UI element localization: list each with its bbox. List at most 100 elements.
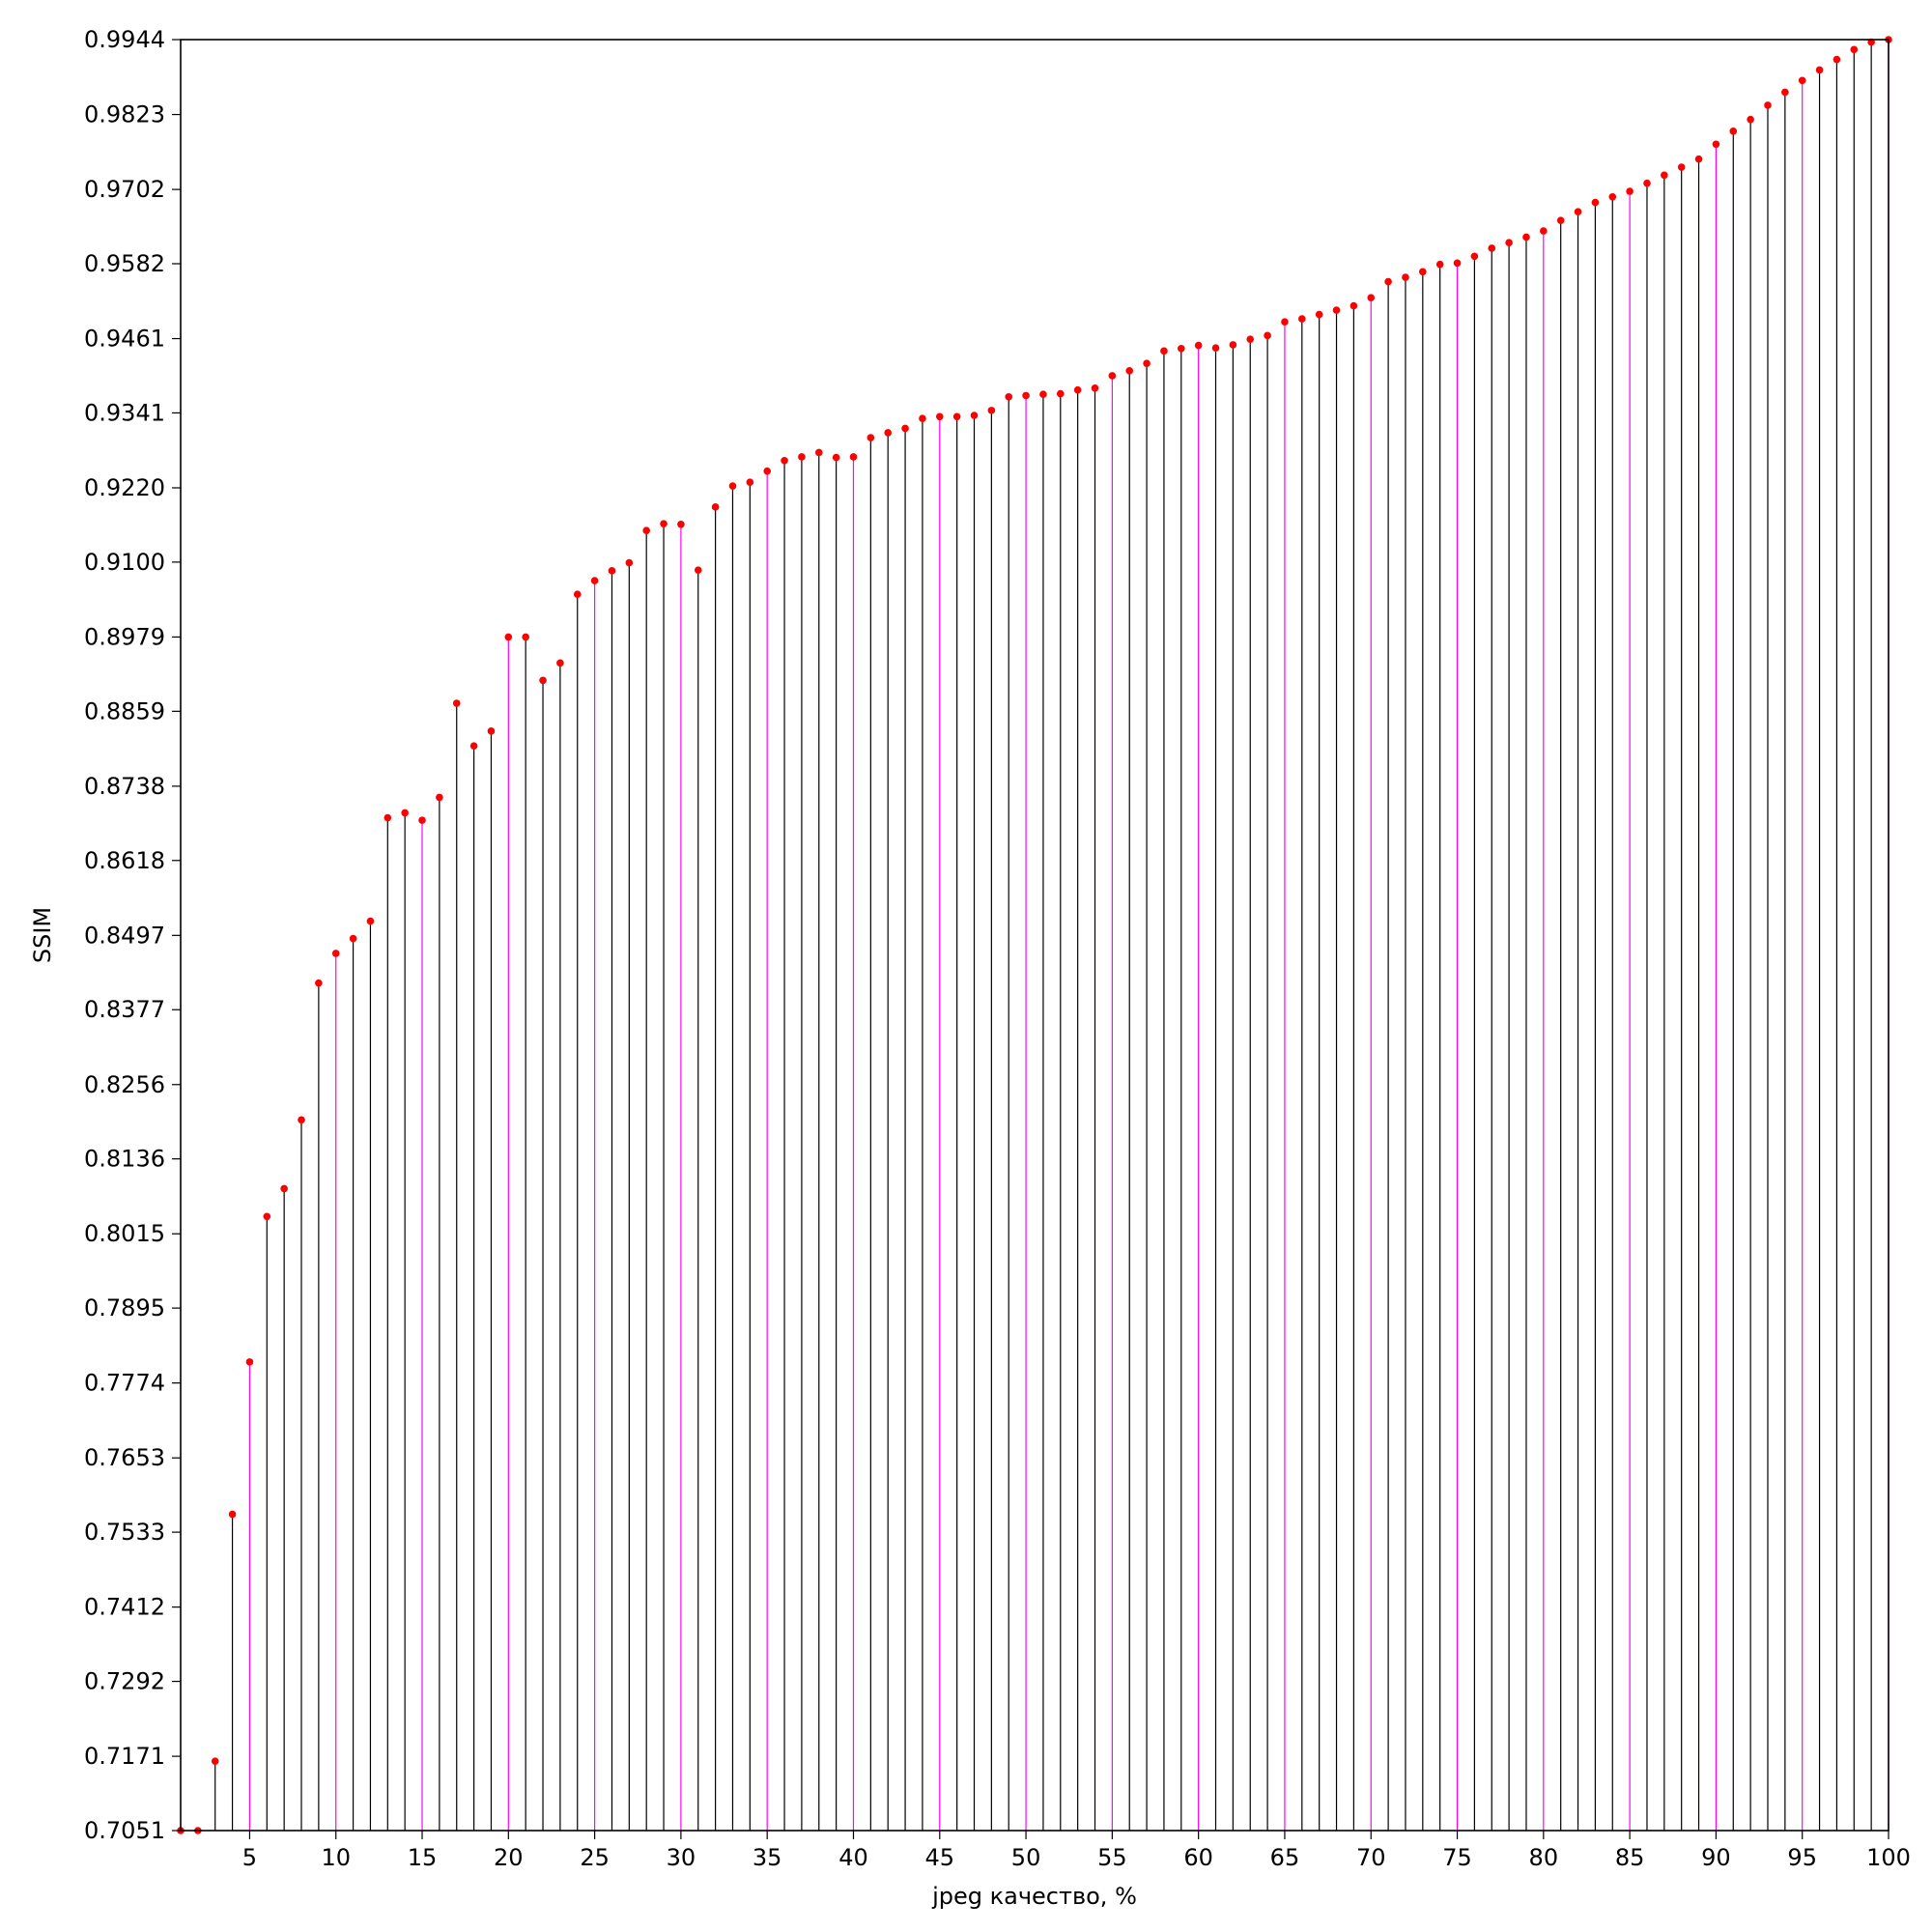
data-point	[1056, 389, 1065, 398]
data-point	[625, 558, 634, 567]
data-point	[1781, 88, 1789, 97]
y-tick-label: 0.9702	[84, 176, 165, 203]
y-axis-label: SSIM	[29, 907, 56, 963]
data-point	[711, 503, 720, 511]
x-tick-label: 50	[1011, 1844, 1041, 1871]
x-tick-label: 35	[753, 1844, 782, 1871]
data-point	[384, 813, 392, 822]
data-point	[349, 934, 357, 943]
data-point	[1125, 367, 1134, 375]
data-point	[919, 414, 926, 423]
data-point	[901, 424, 909, 433]
y-tick-label: 0.8497	[84, 922, 165, 949]
data-point	[436, 793, 443, 802]
data-point	[280, 1184, 288, 1193]
data-point	[781, 456, 788, 465]
data-point	[952, 412, 961, 421]
data-point	[366, 917, 375, 925]
data-point	[1764, 101, 1772, 109]
data-point	[1815, 66, 1824, 74]
data-point	[1108, 372, 1117, 380]
x-tick-label: 40	[838, 1844, 868, 1871]
data-point	[331, 950, 340, 957]
data-point	[814, 448, 823, 457]
y-tick-label: 0.8256	[84, 1071, 165, 1098]
data-point	[228, 1510, 237, 1519]
data-point	[1694, 155, 1703, 163]
y-axis-ticks: 0.7051 0.7171 0.7292 0.7412 0.7533 0.7653 0.77…	[84, 26, 181, 1844]
data-point	[867, 434, 875, 441]
data-point	[694, 566, 702, 575]
data-point	[504, 633, 513, 641]
x-tick-label: 95	[1787, 1844, 1817, 1871]
data-point	[1470, 252, 1479, 261]
y-tick-label: 0.7292	[84, 1668, 165, 1695]
data-point	[1315, 310, 1323, 319]
data-point	[677, 520, 685, 528]
data-point	[642, 526, 650, 534]
data-point	[556, 659, 564, 668]
stem-lines	[214, 40, 1889, 1831]
data-point	[590, 577, 599, 584]
y-tick-label: 0.8136	[84, 1146, 165, 1173]
data-point	[1522, 233, 1530, 242]
data-point	[1229, 341, 1237, 349]
data-point	[1729, 128, 1738, 135]
x-tick-label: 100	[1866, 1844, 1911, 1871]
data-point	[298, 1116, 305, 1124]
data-point	[263, 1212, 271, 1221]
data-markers	[177, 36, 1892, 1834]
data-point	[1281, 318, 1289, 327]
data-point	[1643, 179, 1651, 187]
data-point	[418, 816, 426, 824]
y-tick-label: 0.9582	[84, 250, 165, 277]
data-point	[1039, 390, 1047, 399]
x-axis-ticks: 5 10 15 20 25 30 35 40 45 50 55 60 65 70 75 80 85 90 95 100	[242, 1831, 1911, 1871]
data-point	[1073, 385, 1082, 394]
x-tick-label: 30	[667, 1844, 696, 1871]
y-tick-label: 0.7774	[84, 1370, 165, 1397]
data-point	[573, 590, 582, 599]
x-axis-label: jpeg качество, %	[931, 1883, 1137, 1910]
data-point	[1591, 198, 1600, 207]
data-point	[1453, 259, 1462, 268]
data-point	[1246, 335, 1255, 343]
data-point	[849, 453, 858, 461]
y-tick-label: 0.8015	[84, 1220, 165, 1247]
data-point	[1712, 140, 1720, 149]
data-point	[452, 699, 461, 707]
x-tick-label: 10	[321, 1844, 351, 1871]
data-point	[245, 1358, 254, 1366]
data-point	[469, 742, 478, 751]
y-tick-label: 0.9944	[84, 26, 165, 53]
y-tick-label: 0.8377	[84, 996, 165, 1023]
y-tick-label: 0.7533	[84, 1519, 165, 1546]
data-point	[1005, 392, 1013, 401]
y-tick-label: 0.7051	[84, 1817, 165, 1844]
plot-frame	[180, 39, 1889, 1832]
data-point	[660, 520, 668, 527]
data-point	[832, 453, 840, 462]
x-tick-label: 20	[494, 1844, 524, 1871]
data-point	[1833, 55, 1841, 64]
x-tick-label: 85	[1615, 1844, 1645, 1871]
data-point	[315, 979, 323, 987]
data-point	[746, 478, 754, 487]
data-point	[1022, 391, 1030, 400]
data-point	[1091, 384, 1099, 392]
x-tick-label: 55	[1097, 1844, 1127, 1871]
data-point	[1211, 344, 1220, 352]
data-point	[211, 1757, 219, 1766]
x-tick-label: 75	[1442, 1844, 1472, 1871]
data-point	[1177, 344, 1185, 353]
data-point	[1332, 306, 1341, 314]
data-point	[987, 407, 996, 414]
data-point	[1194, 341, 1203, 350]
y-tick-label: 0.9100	[84, 549, 165, 576]
data-point	[1143, 359, 1151, 367]
data-point	[1608, 192, 1617, 201]
data-point	[1160, 347, 1168, 355]
y-tick-label: 0.7412	[84, 1594, 165, 1621]
data-point	[1747, 115, 1754, 124]
